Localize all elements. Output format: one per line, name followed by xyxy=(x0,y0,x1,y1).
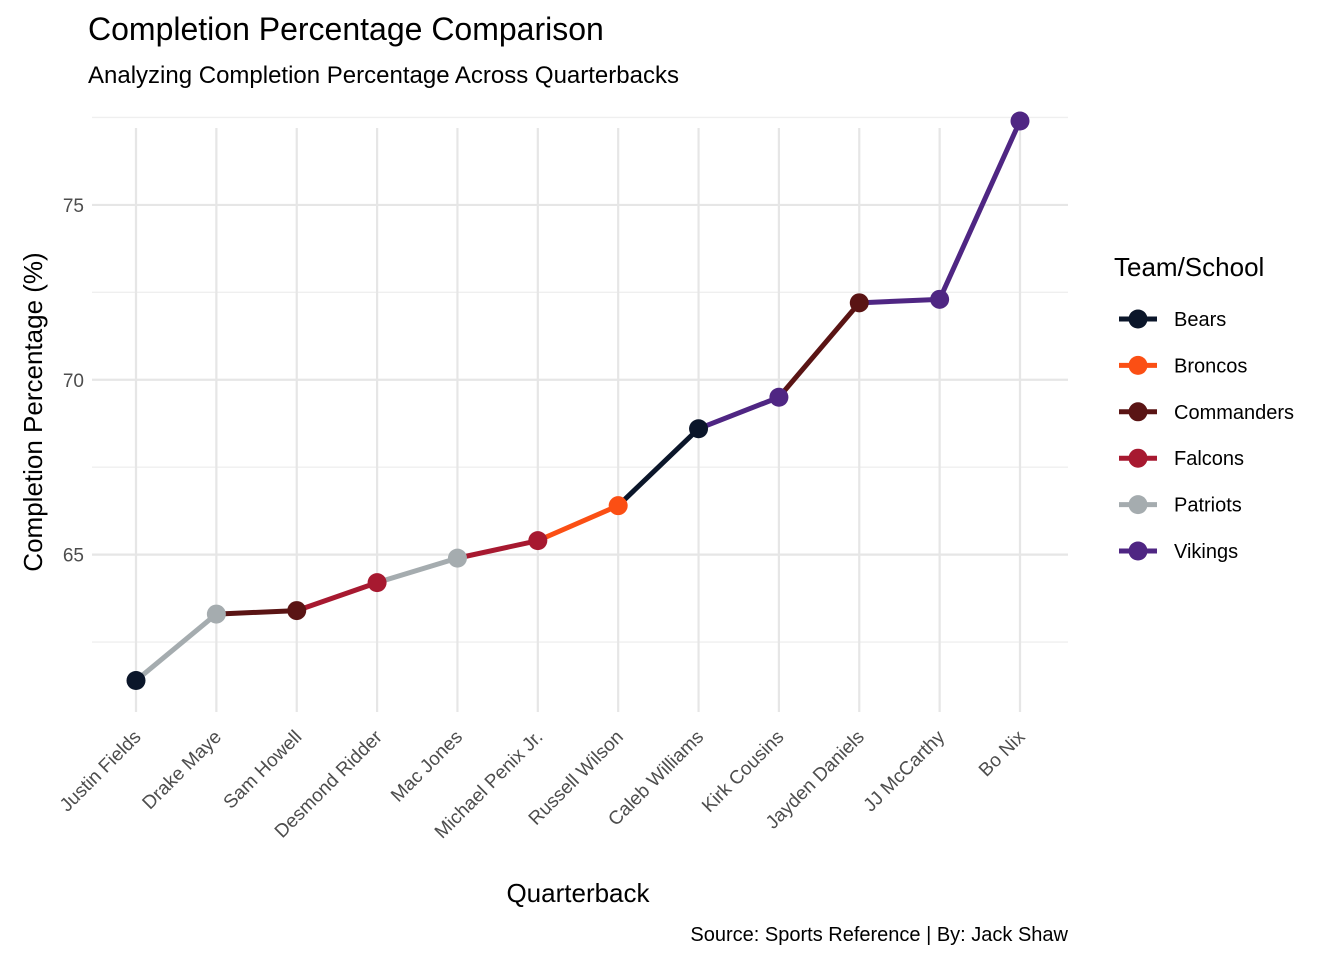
series-segment xyxy=(696,394,782,432)
data-point xyxy=(1010,111,1030,131)
series-segment xyxy=(374,555,460,586)
y-tick-label: 75 xyxy=(63,196,84,217)
legend-key-point xyxy=(1128,402,1148,422)
series-segment xyxy=(856,296,943,306)
x-tick-label: Drake Maye xyxy=(139,727,226,814)
series-segment xyxy=(294,580,380,614)
x-tick-label: Justin Fields xyxy=(56,727,146,817)
legend-label: Bears xyxy=(1174,309,1226,331)
legend: Team/School Bears Broncos Commanders Falcon… xyxy=(1114,252,1294,563)
grid xyxy=(92,116,1068,712)
data-point xyxy=(769,387,789,407)
y-axis-title: Completion Percentage (%) xyxy=(18,252,48,571)
data-points xyxy=(126,111,1030,691)
legend-key-point xyxy=(1128,309,1148,329)
chart-subtitle: Analyzing Completion Percentage Across Q… xyxy=(88,62,679,89)
series-segment xyxy=(535,503,621,544)
chart-title: Completion Percentage Comparison xyxy=(88,11,604,47)
y-tick-label: 70 xyxy=(63,371,84,392)
y-tick-label: 65 xyxy=(63,546,84,567)
legend-label: Vikings xyxy=(1174,541,1238,563)
data-point xyxy=(206,604,226,624)
x-axis-title: Quarterback xyxy=(506,878,650,908)
legend-key-point xyxy=(1128,448,1148,468)
chart-caption: Source: Sports Reference | By: Jack Shaw xyxy=(690,924,1068,946)
legend-key-point xyxy=(1128,541,1148,561)
data-point xyxy=(287,601,307,621)
x-tick-label: Kirk Cousins xyxy=(698,727,788,817)
series-segment xyxy=(213,608,300,617)
series-segment xyxy=(133,611,219,684)
data-point xyxy=(447,548,467,568)
x-tick-label: Mac Jones xyxy=(387,727,467,807)
data-point xyxy=(528,531,548,551)
data-point xyxy=(689,419,709,439)
series-segment xyxy=(454,538,541,561)
y-axis-ticks: 65 70 75 xyxy=(63,196,84,567)
series-segment xyxy=(776,300,862,400)
legend-title: Team/School xyxy=(1114,252,1264,282)
data-point xyxy=(126,671,146,691)
x-tick-label: JJ McCarthy xyxy=(860,726,950,816)
legend-label: Commanders xyxy=(1174,402,1294,424)
legend-key-point xyxy=(1128,495,1148,515)
series-segments xyxy=(133,118,1023,684)
series-segment xyxy=(937,118,1023,302)
data-point xyxy=(367,573,387,593)
series-segment xyxy=(615,426,702,509)
data-point xyxy=(849,293,869,313)
data-point xyxy=(608,496,628,516)
x-tick-label: Bo Nix xyxy=(975,726,1030,781)
legend-label: Falcons xyxy=(1174,448,1244,470)
legend-key-point xyxy=(1128,355,1148,375)
legend-label: Patriots xyxy=(1174,495,1242,517)
x-tick-label: Sam Howell xyxy=(220,727,307,814)
data-point xyxy=(930,289,950,309)
legend-label: Broncos xyxy=(1174,355,1247,377)
